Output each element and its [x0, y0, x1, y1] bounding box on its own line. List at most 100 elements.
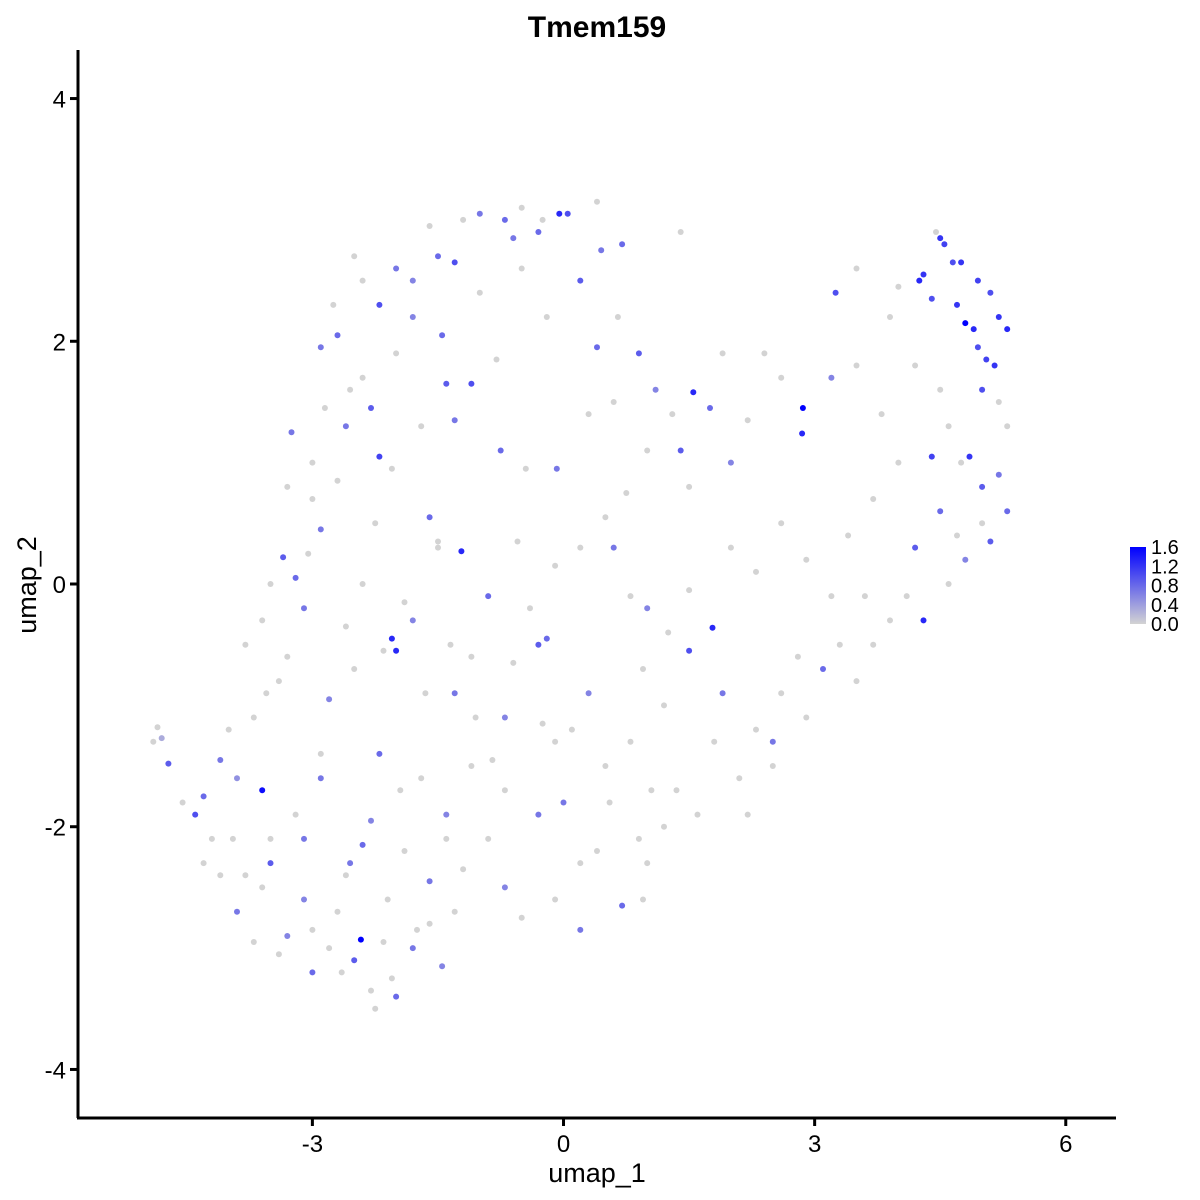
data-point [422, 690, 429, 697]
data-point [338, 969, 345, 976]
data-point [991, 362, 998, 369]
data-point [372, 520, 379, 527]
data-point [577, 860, 584, 867]
data-point [539, 720, 546, 727]
x-tick-label: 3 [808, 1131, 821, 1158]
data-point [342, 623, 349, 630]
data-point [242, 872, 249, 879]
data-point [317, 526, 324, 533]
data-point [794, 653, 801, 660]
data-point [543, 635, 550, 642]
data-point [836, 641, 843, 648]
data-point [552, 562, 559, 569]
data-point [426, 514, 433, 521]
legend-label: 0.4 [1151, 595, 1179, 617]
data-point [263, 690, 270, 697]
data-point [995, 471, 1002, 478]
data-point [472, 714, 479, 721]
data-point [217, 757, 224, 763]
data-point [962, 556, 969, 563]
data-point [954, 301, 960, 308]
data-point [803, 556, 810, 563]
data-point [970, 326, 977, 333]
data-point [393, 993, 400, 1000]
data-point [217, 872, 224, 879]
data-point [979, 386, 986, 393]
data-point [301, 835, 307, 842]
data-point [451, 690, 458, 697]
data-point [321, 405, 328, 411]
data-point [368, 405, 374, 411]
data-point [485, 835, 492, 842]
data-point [347, 860, 354, 867]
data-point [397, 787, 404, 794]
data-point [594, 198, 600, 205]
data-point [414, 926, 420, 933]
data-point [347, 386, 354, 393]
data-point [719, 350, 726, 357]
data-point [497, 447, 504, 454]
data-point [535, 811, 542, 818]
data-point [468, 763, 475, 769]
data-point [686, 647, 693, 654]
data-point [744, 417, 751, 424]
data-point [652, 386, 659, 393]
data-point [259, 787, 266, 794]
data-point [518, 914, 525, 921]
data-point [709, 624, 716, 631]
data-point [225, 726, 232, 733]
data-point [916, 277, 923, 284]
data-point [828, 374, 835, 381]
x-axis-title: umap_1 [548, 1158, 646, 1188]
data-point [451, 259, 458, 266]
data-point [539, 216, 546, 223]
data-point [564, 210, 571, 217]
data-point [439, 963, 446, 970]
x-ticks: -3 0 3 6 [302, 1118, 1072, 1158]
data-point [150, 738, 157, 745]
data-point [179, 799, 186, 806]
data-point [158, 735, 165, 742]
x-tick-label: 6 [1059, 1131, 1072, 1158]
data-point [418, 775, 425, 782]
data-point [1004, 423, 1011, 430]
data-point [292, 574, 299, 581]
data-point [376, 301, 383, 308]
data-point [962, 320, 969, 327]
data-point [677, 229, 684, 235]
data-point [200, 793, 207, 800]
data-point [284, 933, 291, 939]
data-point [933, 229, 939, 235]
data-point [719, 690, 726, 697]
data-point [447, 641, 454, 648]
data-point [501, 884, 508, 891]
data-point [250, 714, 257, 721]
data-point [640, 666, 646, 672]
data-point [334, 332, 341, 339]
data-point [744, 811, 751, 818]
data-point [552, 896, 559, 903]
data-point [878, 411, 885, 418]
data-point [426, 223, 433, 229]
data-point [694, 811, 701, 818]
data-point [635, 350, 642, 357]
data-point [393, 350, 400, 357]
data-point [895, 459, 902, 466]
y-axis-title: umap_2 [12, 536, 42, 634]
data-point [870, 641, 877, 648]
data-point [535, 229, 542, 235]
data-point [623, 490, 630, 496]
data-point [937, 235, 944, 242]
data-point [560, 799, 567, 806]
data-point [372, 1005, 379, 1012]
data-point [435, 253, 441, 260]
data-point [627, 738, 634, 745]
data-point [359, 374, 366, 381]
data-point [275, 678, 282, 685]
data-point [208, 835, 215, 842]
data-point [426, 920, 433, 927]
data-point [380, 939, 387, 945]
data-point [401, 599, 408, 606]
data-point [501, 216, 508, 223]
y-tick-label: 2 [53, 329, 66, 356]
